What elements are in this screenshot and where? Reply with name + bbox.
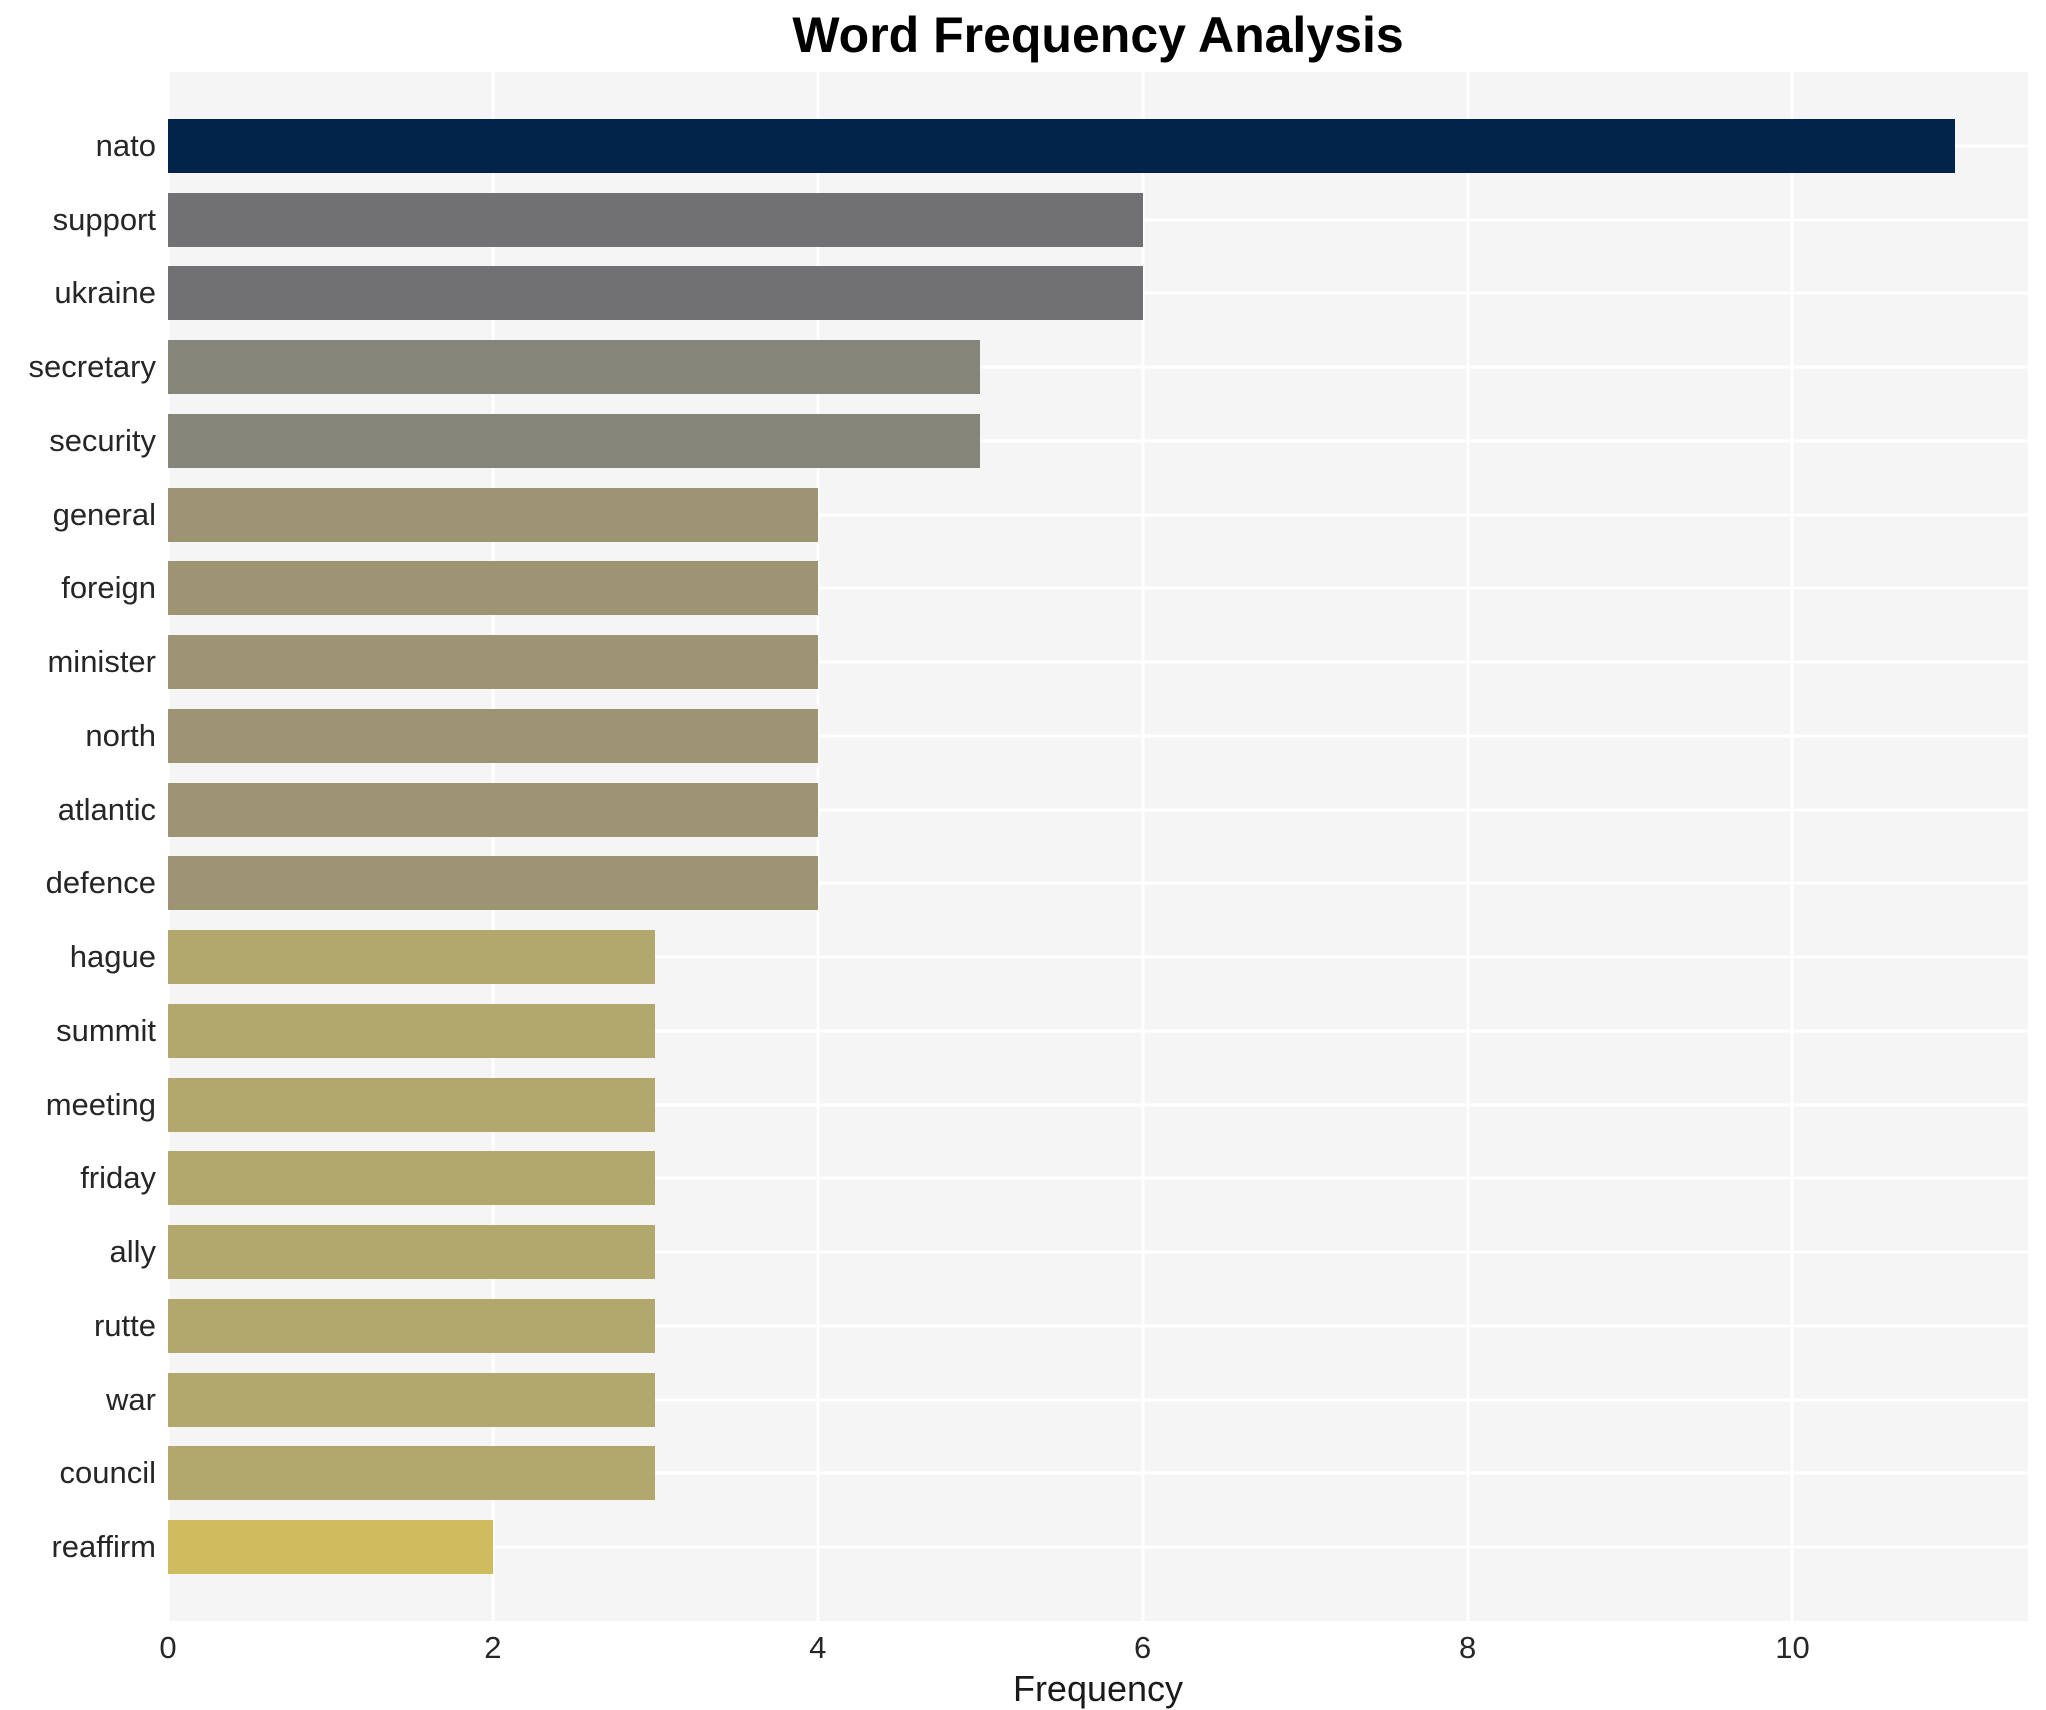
bar-support [168,192,1143,247]
bar-friday [168,1151,656,1206]
y-gridline [168,1471,2028,1475]
y-gridline [168,808,2028,812]
bar-rutte [168,1298,656,1353]
y-tick-label: war [106,1381,156,1417]
y-tick-label: council [59,1455,157,1491]
y-tick-label: foreign [61,570,156,606]
bar-secretary [168,340,981,395]
y-tick-label: support [52,201,156,237]
bar-row: north [85,699,2028,773]
bar-council [168,1446,656,1501]
x-axis-ticks: 0 2 4 6 8 10 [159,1630,2028,1670]
y-tick-label: hague [69,939,156,975]
x-axis-label: Frequency [1012,1668,1184,1709]
y-tick-label: meeting [45,1086,156,1122]
bar-row: hague [70,920,2028,994]
bar-rows: nato support ukraine secretary security gener… [29,109,2028,1584]
y-gridline [168,1545,2028,1549]
y-tick-label: friday [80,1160,156,1196]
bar-north [168,708,818,763]
x-tick-label: 8 [1458,1630,1477,1665]
bar-row: ukraine [54,257,2028,331]
y-tick-label: nato [95,127,156,163]
y-gridline [168,513,2028,517]
y-gridline [168,734,2028,738]
bar-reaffirm [168,1520,493,1575]
bar-ukraine [168,266,1143,321]
bar-row: atlantic [58,773,2028,847]
bar-security [168,413,981,468]
y-tick-label: minister [47,644,156,680]
y-gridline [168,1176,2028,1180]
bar-minister [168,635,818,690]
bar-row: support [53,183,2028,257]
bar-hague [168,930,656,985]
x-tick-label: 2 [484,1630,502,1665]
bar-row: secretary [29,330,2028,404]
y-gridline [168,1103,2028,1107]
plot-area: nato support ukraine secretary security gener… [29,72,2028,1621]
y-tick-label: ukraine [54,275,156,311]
y-gridline [168,365,2028,369]
y-gridline [168,439,2028,443]
bar-meeting [168,1077,656,1132]
y-tick-label: reaffirm [51,1529,156,1565]
x-gridline [491,72,495,1621]
y-gridline [168,1250,2028,1254]
x-tick-label: 4 [809,1630,827,1665]
bar-row: ally [109,1215,2028,1289]
x-gridline [1466,72,1470,1621]
x-gridline [166,72,170,1621]
y-gridline [168,955,2028,959]
y-tick-label: security [49,422,156,458]
bar-row: security [49,404,2028,478]
x-tick-label: 6 [1134,1630,1152,1665]
bar-row: summit [56,994,2028,1068]
bar-summit [168,1003,656,1058]
y-tick-label: north [85,717,156,753]
x-gridline [816,72,820,1621]
bar-general [168,487,818,542]
y-gridline [168,586,2028,590]
chart-title: Word Frequency Analysis [792,7,1404,63]
x-gridline [1141,72,1145,1621]
y-tick-label: summit [56,1012,156,1048]
bar-row: war [106,1363,2028,1437]
y-tick-label: secretary [28,349,156,385]
x-gridline [1790,72,1794,1621]
bar-row: meeting [46,1068,2028,1142]
y-gridline [168,881,2028,885]
y-tick-label: atlantic [57,791,156,827]
bar-row: foreign [61,552,2028,626]
y-gridline [168,660,2028,664]
bar-row: general [53,478,2028,552]
y-gridline [168,1324,2028,1328]
y-tick-label: defence [45,865,156,901]
bar-row: rutte [94,1289,2028,1363]
bar-row: friday [80,1142,2028,1216]
y-gridline [168,1029,2028,1033]
bar-war [168,1372,656,1427]
bar-row: defence [46,847,2028,921]
bar-atlantic [168,782,818,837]
bar-row: reaffirm [51,1510,2028,1584]
y-tick-label: rutte [93,1307,156,1343]
y-gridline [168,1398,2028,1402]
bar-nato [168,118,1955,173]
bar-defence [168,856,818,911]
bar-foreign [168,561,818,616]
x-tick-label: 0 [159,1630,177,1665]
bar-ally [168,1225,656,1280]
y-tick-label: general [52,496,156,532]
bar-row: nato [96,109,2028,183]
bar-row: minister [47,625,2028,699]
y-tick-label: ally [109,1234,156,1270]
x-tick-label: 10 [1775,1630,1810,1665]
bar-row: council [60,1437,2028,1511]
